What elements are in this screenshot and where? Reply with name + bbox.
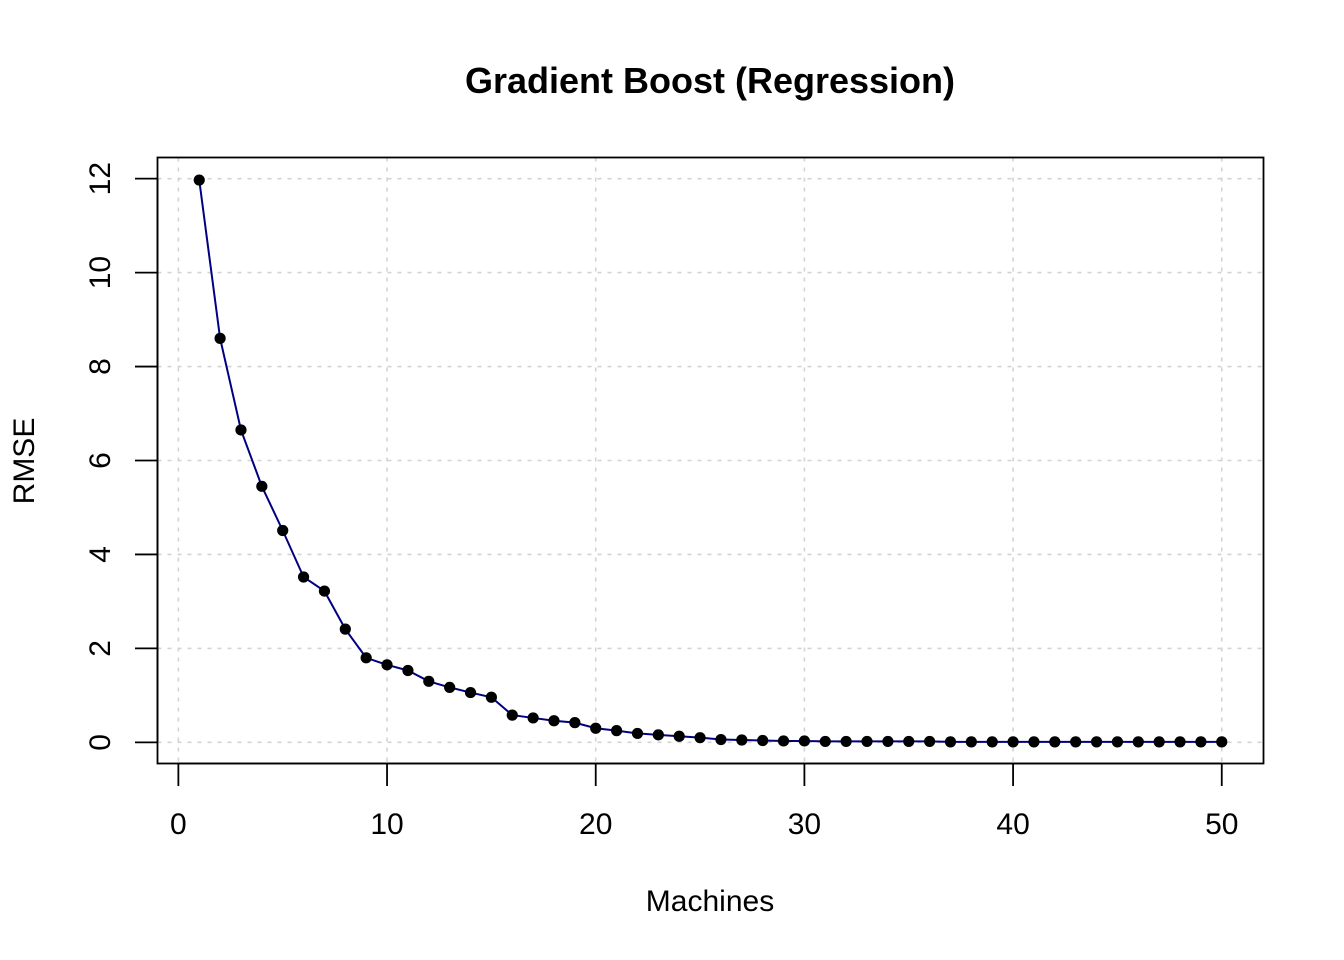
data-point xyxy=(944,736,957,748)
data-point xyxy=(861,735,873,748)
data-point xyxy=(986,736,998,748)
data-point xyxy=(840,735,852,748)
chart-title: Gradient Boost (Regression) xyxy=(465,60,955,101)
data-point xyxy=(798,735,811,747)
y-tick-label: 0 xyxy=(84,734,117,751)
data-point xyxy=(1174,736,1186,748)
y-axis: 0 2 4 6 8 10 12 xyxy=(84,162,159,751)
data-point xyxy=(924,735,936,748)
data-point xyxy=(381,659,393,671)
data-point xyxy=(1132,736,1144,748)
data-point xyxy=(1216,736,1228,748)
data-point xyxy=(235,424,247,436)
data-point xyxy=(339,623,351,635)
data-point xyxy=(193,174,205,186)
data-point xyxy=(631,727,644,740)
y-tick-label: 12 xyxy=(84,162,117,195)
data-point xyxy=(715,733,727,746)
data-point xyxy=(1028,736,1040,748)
x-axis-label: Machines xyxy=(646,885,774,918)
data-point xyxy=(590,722,602,734)
data-point xyxy=(757,734,769,747)
data-point xyxy=(1195,736,1207,748)
y-tick-label: 6 xyxy=(84,452,117,469)
x-tick-label: 10 xyxy=(370,808,403,841)
y-tick-label: 8 xyxy=(84,358,117,375)
y-tick-label: 2 xyxy=(84,640,117,657)
data-point xyxy=(527,712,539,724)
data-points xyxy=(193,174,1228,748)
data-point xyxy=(1111,736,1124,748)
data-point xyxy=(903,735,915,748)
x-tick-label: 40 xyxy=(996,808,1029,841)
data-point xyxy=(485,691,497,703)
y-tick-label: 4 xyxy=(84,546,117,563)
data-point xyxy=(819,735,831,748)
data-point xyxy=(506,709,518,721)
data-point xyxy=(694,732,706,744)
data-point xyxy=(423,675,435,687)
data-point xyxy=(882,735,894,748)
y-tick-label: 10 xyxy=(84,256,117,289)
data-point xyxy=(548,715,560,727)
x-tick-label: 50 xyxy=(1205,808,1238,841)
data-point xyxy=(256,480,268,492)
x-tick-label: 20 xyxy=(579,808,612,841)
data-point xyxy=(1070,736,1082,748)
y-axis-label: RMSE xyxy=(8,418,41,505)
data-point xyxy=(777,735,790,747)
data-point xyxy=(444,681,456,693)
data-point xyxy=(464,686,477,699)
data-point xyxy=(277,524,289,537)
data-point xyxy=(673,730,685,742)
grid xyxy=(157,157,1264,764)
data-point xyxy=(1007,736,1019,748)
data-point xyxy=(569,717,581,729)
x-axis: 0 10 20 30 40 50 xyxy=(170,762,1238,841)
x-tick-label: 0 xyxy=(170,808,187,841)
data-point xyxy=(402,664,414,677)
data-point xyxy=(318,585,331,597)
data-point xyxy=(965,736,977,748)
data-point xyxy=(652,729,664,741)
data-point xyxy=(1153,736,1165,748)
data-point xyxy=(610,725,623,737)
data-point xyxy=(214,332,226,344)
data-point xyxy=(360,652,372,664)
data-point xyxy=(297,571,310,583)
data-point xyxy=(736,734,748,746)
data-point xyxy=(1049,736,1061,748)
data-point xyxy=(1090,736,1103,748)
x-tick-label: 30 xyxy=(788,808,821,841)
